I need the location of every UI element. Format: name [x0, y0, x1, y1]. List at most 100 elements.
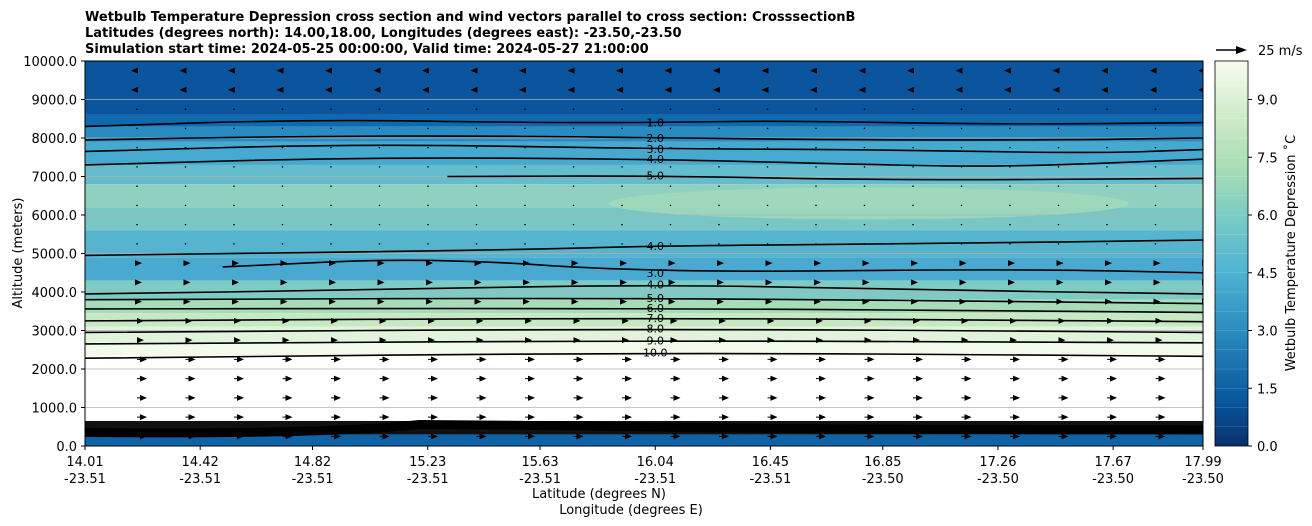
- wind-vector: [912, 204, 914, 207]
- wind-vector: [1058, 433, 1069, 440]
- contour-line: [85, 297, 1203, 305]
- wind-vector: [668, 279, 676, 286]
- wind-vector: [1058, 394, 1069, 401]
- wind-vector: [622, 394, 632, 401]
- wind-vector: [234, 414, 244, 421]
- wind-vector: [475, 223, 478, 226]
- wind-vector: [1010, 433, 1020, 440]
- wind-vector: [961, 414, 972, 421]
- wind-vector: [524, 108, 526, 110]
- contour-line: [85, 157, 1203, 167]
- wind-vector: [185, 337, 193, 344]
- wind-vector: [136, 185, 138, 187]
- contour-label: 5.0: [646, 292, 664, 305]
- wind-vector: [767, 414, 778, 421]
- wind-vector: [766, 185, 769, 187]
- wind-vector: [713, 67, 720, 74]
- wind-vector: [620, 260, 627, 267]
- wind-vector: [422, 86, 429, 93]
- wind-vector: [281, 108, 284, 110]
- wind-vector: [669, 185, 672, 187]
- wind-vector: [912, 185, 914, 187]
- wind-vector: [136, 223, 138, 226]
- x-tick-label-lon: -23.50: [1182, 472, 1224, 487]
- wind-vector: [1105, 279, 1112, 286]
- wind-vector: [233, 243, 235, 245]
- wind-vector: [1204, 433, 1214, 439]
- fill-band: [85, 434, 1203, 446]
- wind-vector: [330, 223, 332, 226]
- wind-vector: [233, 223, 235, 226]
- wind-vector: [1057, 243, 1060, 245]
- wind-vector: [234, 356, 244, 363]
- wind-vector: [1204, 356, 1214, 362]
- wind-vector: [1204, 337, 1211, 343]
- wind-vector: [428, 414, 438, 421]
- wind-vector: [379, 394, 390, 401]
- wind-vector: [810, 67, 817, 74]
- wind-vector: [330, 185, 332, 187]
- wind-vector: [1153, 260, 1161, 267]
- x-tick-label-lon: -23.50: [1092, 472, 1134, 487]
- wind-vector: [525, 414, 535, 421]
- wind-vector: [718, 127, 720, 130]
- wind-vector: [814, 279, 821, 286]
- wind-vector: [1107, 356, 1117, 363]
- wind-vector: [523, 279, 530, 286]
- wind-vector: [1101, 86, 1108, 93]
- wind-vector: [912, 127, 914, 130]
- contour-line: [85, 340, 1203, 345]
- wind-vector: [282, 414, 293, 421]
- wind-vector: [1009, 223, 1011, 226]
- y-tick-label: 0.0: [56, 440, 77, 455]
- wind-vector: [1204, 318, 1211, 324]
- fill-band: [85, 61, 1203, 115]
- wind-vector: [476, 375, 487, 382]
- wind-vector: [1009, 243, 1011, 245]
- colorbar-ticks: 0.0 1.5 3.0 4.5 6.0 7.5 9.0: [1248, 94, 1278, 455]
- contour-label: 6.0: [646, 302, 664, 315]
- wind-vector: [475, 127, 478, 130]
- wind-vector: [1204, 376, 1214, 382]
- wind-key-arrowhead: [1236, 46, 1247, 54]
- wind-vector: [1106, 127, 1108, 130]
- wind-vector: [179, 67, 187, 74]
- wind-vector: [136, 204, 138, 207]
- wind-key: 25 m/s: [1216, 44, 1303, 59]
- wind-vector: [1004, 86, 1011, 93]
- wind-vector: [863, 166, 866, 168]
- wind-vector: [330, 127, 332, 130]
- wind-vector: [378, 108, 381, 110]
- colorbar-tick-label: 6.0: [1257, 209, 1278, 224]
- wind-vector: [621, 127, 623, 130]
- wind-vector: [718, 108, 720, 110]
- chart-title-line-3: Simulation start time: 2024-05-25 00:00:…: [85, 42, 649, 57]
- contour-line: [85, 328, 1203, 334]
- wind-vector: [1149, 67, 1157, 74]
- wind-vector: [1106, 146, 1108, 149]
- wind-vector: [816, 394, 826, 401]
- wind-vector: [572, 204, 575, 207]
- wind-vector: [863, 108, 866, 110]
- wind-vector: [913, 433, 923, 440]
- wind-vector: [475, 243, 478, 245]
- wind-vector: [718, 243, 720, 245]
- wind-vector: [858, 86, 866, 93]
- wind-vector: [864, 414, 875, 421]
- wind-vector: [282, 394, 293, 401]
- wind-vector: [427, 146, 429, 149]
- x-tick-label-lat: 16.85: [864, 455, 901, 470]
- wind-vector: [476, 433, 487, 440]
- wind-vector: [1052, 67, 1060, 74]
- x-tick-label-lat: 14.82: [294, 455, 331, 470]
- wind-vector: [1057, 223, 1060, 226]
- wind-key-label: 25 m/s: [1258, 44, 1303, 59]
- wind-vector: [281, 185, 284, 187]
- wind-vector: [669, 243, 672, 245]
- fill-patch: [608, 187, 1129, 220]
- wind-vector: [228, 86, 235, 93]
- wind-vector: [131, 67, 138, 74]
- wind-vector: [621, 223, 623, 226]
- wind-vector: [427, 185, 429, 187]
- wind-vector: [765, 279, 773, 286]
